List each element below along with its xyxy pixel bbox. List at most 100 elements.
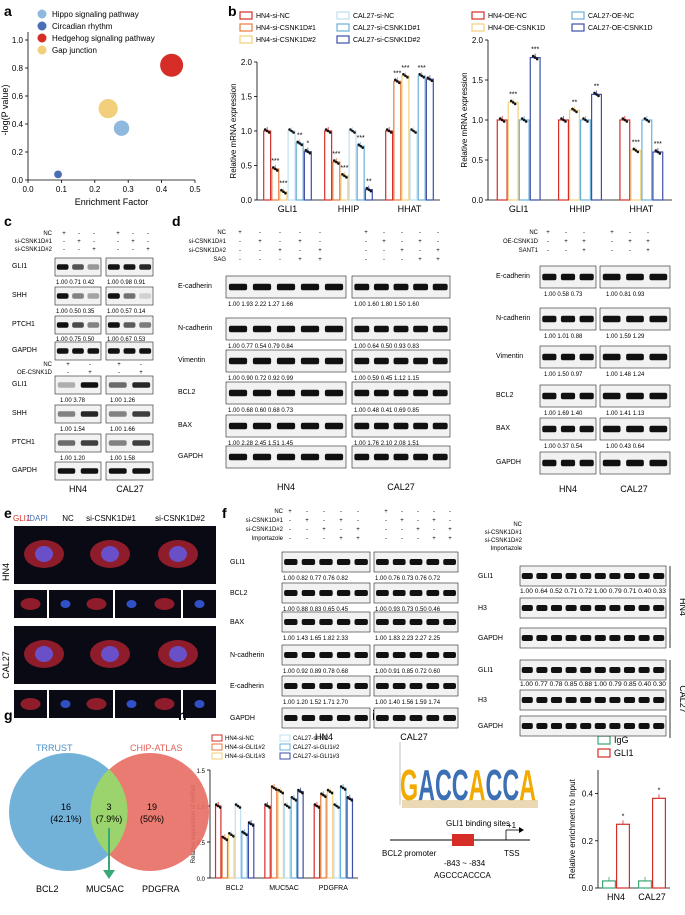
c-blot-cal27-band	[107, 264, 120, 270]
f-sign: -	[433, 527, 435, 533]
a-y-tick-label: 0.8	[12, 64, 24, 73]
d-oe-blot-cal27-band	[602, 315, 621, 323]
a-legend-label: Circadian rhythm	[52, 22, 113, 31]
bar-y-tick-label: 1.5	[241, 93, 253, 102]
f-nuc-row-label: si-CSNK1D#2	[485, 538, 523, 544]
c-sign: +	[116, 231, 120, 237]
d-sign: -	[401, 230, 403, 236]
bar-dot	[623, 118, 627, 122]
d-sign: +	[298, 239, 302, 245]
bar-category-label: HN4	[607, 892, 625, 902]
d-cell-label: CAL27	[620, 484, 648, 494]
f-sign: -	[289, 536, 291, 542]
enrichment-scatter: 0.0 0.1 0.2 0.3 0.4 0.5 0.0 0.2 0.4 0.6 0.8 1.0 Enri…	[0, 9, 201, 207]
a-y-label: -log(P value)	[0, 85, 10, 136]
f-nuc-blot-frame	[519, 627, 667, 649]
d-oe-blot-hn4-band	[579, 273, 594, 281]
bar-dot	[398, 81, 401, 85]
f-nuc-protein-label: H3	[478, 697, 487, 704]
d-blot-cal27-band	[432, 422, 448, 430]
f-blot-hn4-band	[336, 559, 351, 565]
f-quant: 1.00 0.76 0.73 0.76 0.72	[375, 576, 441, 582]
d-blot-cal27-band	[354, 389, 370, 397]
c-blot-hn4-band	[80, 411, 99, 417]
c-quant: 1.00 0.50 0.35	[56, 309, 95, 315]
bar-dot	[274, 788, 278, 791]
venn-right-pct: (50%)	[140, 814, 164, 824]
f-nuc-blot-band	[521, 723, 533, 729]
d-oe-sign: -	[565, 230, 567, 236]
d-blot-hn4-band	[300, 325, 320, 333]
d-oe-sign: -	[611, 239, 613, 245]
a-legend-dot	[37, 45, 47, 55]
d-blot-hn4-band	[228, 325, 248, 333]
bar-dot	[597, 94, 600, 98]
c-sign: -	[132, 231, 134, 237]
d-sign: -	[279, 257, 281, 263]
f-nuc-blot-band	[521, 667, 533, 673]
c-blot-cal27-band	[132, 382, 151, 388]
c-sign: -	[78, 231, 80, 237]
c-sign: -	[93, 231, 95, 237]
bar-dot	[524, 120, 528, 123]
d-oe-blot-hn4-band	[560, 353, 576, 361]
c-quant: 1.00 1.20	[60, 456, 86, 462]
b2-legend-swatch	[571, 11, 585, 20]
f-nuc-blot-frame	[519, 597, 667, 619]
bar-dot	[369, 189, 373, 193]
a-y-tick-label: 0.6	[12, 92, 24, 101]
f-blot-cal27-band	[376, 715, 389, 721]
f-nuc-blot-band	[653, 697, 665, 703]
f-sign: -	[340, 509, 342, 515]
f-sign: -	[401, 536, 403, 542]
bar-mark	[290, 798, 298, 879]
bar-dot	[511, 101, 515, 104]
d-protein-label: GAPDH	[178, 453, 203, 460]
bar-mark	[557, 119, 569, 201]
f-nuc-blot-band	[623, 723, 636, 729]
if-gli1-signal	[20, 698, 41, 710]
d-oe-blot-hn4-band	[542, 315, 557, 323]
d-sign: -	[239, 248, 241, 254]
f-nuc-blot-band	[580, 697, 592, 703]
c-sign: +	[77, 239, 81, 245]
bar-dot	[357, 143, 361, 146]
c-sign: +	[139, 370, 143, 376]
h-legend-label: HN4-si-GLI1#2	[225, 745, 266, 751]
bar-dot	[520, 117, 524, 120]
d-protein-label: Vimentin	[178, 357, 205, 364]
bar-mark	[393, 80, 402, 201]
f-nuc-blot-band	[550, 697, 563, 703]
c-quant: 1.00 3.78	[60, 398, 86, 404]
b2-legend-label: CAL27-OE-NC	[588, 13, 634, 20]
f-nuc-blot-frame	[519, 565, 667, 587]
d-oe-blot-hn4-band	[560, 315, 576, 323]
bar-category-label: GLI1	[278, 204, 298, 214]
d-oe-sign: -	[583, 230, 585, 236]
bar-dot	[326, 129, 330, 133]
bar-dot	[272, 786, 276, 790]
c-quant: 1.00 0.75 0.50	[56, 337, 95, 343]
d-oe-quant: 1.00 0.81 0.93	[606, 292, 645, 298]
f-nuc-blot-band	[609, 573, 621, 579]
f-sign: +	[448, 527, 452, 533]
bar-dot	[339, 785, 343, 788]
bar-dot	[349, 128, 352, 131]
h-legend-label: CAL27-si-GLI1#3	[293, 754, 340, 760]
f-nuc-blot-band	[638, 723, 650, 729]
bar-significance: **	[572, 99, 578, 106]
bar-dot	[645, 118, 649, 122]
d-sign: -	[383, 248, 385, 254]
bar-dot	[584, 118, 587, 122]
bar-mark	[277, 790, 284, 879]
tss-plus1: +1	[507, 821, 517, 830]
c-blot-hn4-band	[80, 382, 99, 388]
c-blot-cal27-band	[132, 468, 151, 474]
bar-mark	[346, 798, 354, 879]
panel-label-g: g	[4, 707, 13, 723]
d-sign: +	[418, 239, 422, 245]
bar-dot	[324, 128, 328, 131]
d-oe-sign: -	[647, 230, 649, 236]
logo-minor-letters	[402, 800, 538, 808]
f-sign: +	[416, 527, 420, 533]
